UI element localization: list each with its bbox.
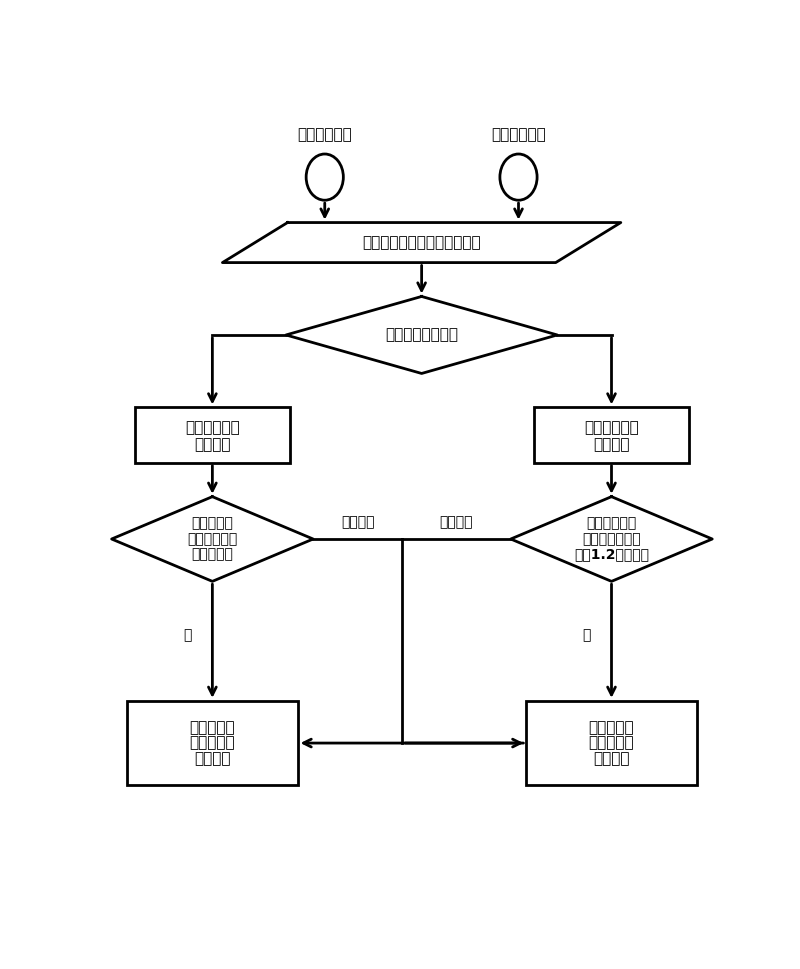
Text: 待测信号与: 待测信号与: [191, 516, 234, 531]
Text: 选择测量型: 选择测量型: [589, 720, 634, 735]
Text: 测量型互感器: 测量型互感器: [187, 532, 238, 546]
Text: 测量回路信号: 测量回路信号: [491, 127, 546, 142]
Bar: [135, 407, 290, 463]
Text: 获取从一次互感器采集的数据: 获取从一次互感器采集的数据: [362, 235, 481, 250]
Text: 互感器的采: 互感器的采: [190, 735, 235, 751]
Text: 小于等于: 小于等于: [341, 516, 374, 529]
Text: 集输出値: 集输出値: [594, 751, 630, 766]
Text: 判断当前输出状态: 判断当前输出状态: [385, 328, 458, 342]
Text: 检测保护型互: 检测保护型互: [185, 420, 240, 435]
Text: 量型互感器额定: 量型互感器额定: [582, 532, 641, 546]
Text: 待测信号与测: 待测信号与测: [586, 516, 637, 531]
Text: 感器输出: 感器输出: [594, 437, 630, 452]
Bar: [526, 701, 697, 786]
Text: 集输出値: 集输出値: [194, 751, 230, 766]
Text: 大于等于: 大于等于: [440, 516, 474, 529]
Text: 检测测量型互: 检测测量型互: [584, 420, 639, 435]
Text: 感器输出: 感器输出: [194, 437, 230, 452]
Text: 互感器的采: 互感器的采: [589, 735, 634, 751]
Text: 値的1.2倍的比値: 値的1.2倍的比値: [574, 547, 649, 561]
Bar: [127, 701, 298, 786]
Bar: [534, 407, 689, 463]
Text: 选择保护型: 选择保护型: [190, 720, 235, 735]
Text: 是: 是: [582, 628, 591, 641]
Text: 额定値比値: 额定値比値: [191, 547, 234, 561]
Text: 保护回路信号: 保护回路信号: [298, 127, 352, 142]
Text: 否: 否: [183, 628, 192, 641]
